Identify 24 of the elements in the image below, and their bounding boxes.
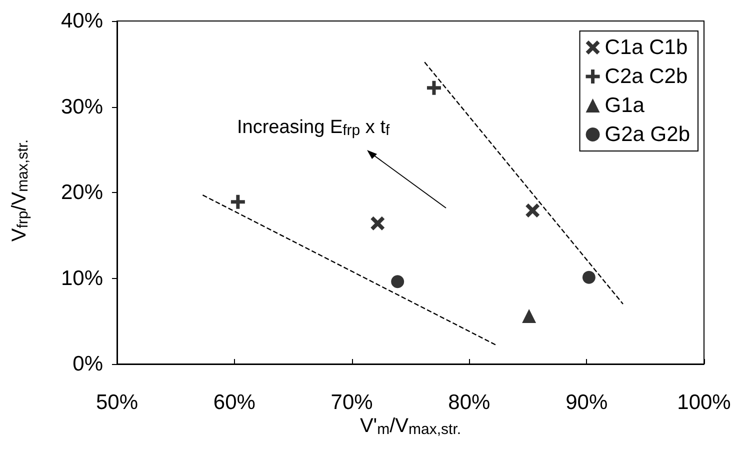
point bbox=[391, 275, 404, 288]
y-tick-label: 10% bbox=[60, 266, 103, 290]
x-tick-label: 60% bbox=[213, 391, 256, 414]
point bbox=[370, 216, 385, 230]
point bbox=[526, 204, 540, 218]
x-axis-title: V'$_{m}$/V$_{max,str.}$ bbox=[358, 415, 462, 438]
legend-label: C1a C1b bbox=[604, 36, 688, 59]
legend-label: G2a G2b bbox=[604, 123, 690, 146]
y-tick-label: 0% bbox=[72, 352, 103, 376]
x-tick-label: 80% bbox=[448, 391, 490, 414]
point bbox=[522, 308, 536, 323]
y-tick-label: 30% bbox=[60, 95, 103, 118]
y-tick-label: 40% bbox=[60, 10, 103, 32]
y-tick-label: 20% bbox=[60, 181, 103, 204]
point bbox=[230, 194, 245, 209]
legend-label: C2a C2b bbox=[604, 65, 688, 88]
legend-label: G1a bbox=[604, 94, 645, 117]
point bbox=[582, 270, 596, 284]
point bbox=[426, 80, 441, 95]
x-tick-label: 70% bbox=[330, 391, 373, 414]
annotation: Increasing E$_{frp}$ x t$_{f}$ bbox=[237, 117, 390, 139]
x-tick-label: 50% bbox=[96, 391, 138, 414]
x-tick-label: 100% bbox=[677, 391, 731, 414]
x-tick-label: 90% bbox=[566, 391, 608, 414]
